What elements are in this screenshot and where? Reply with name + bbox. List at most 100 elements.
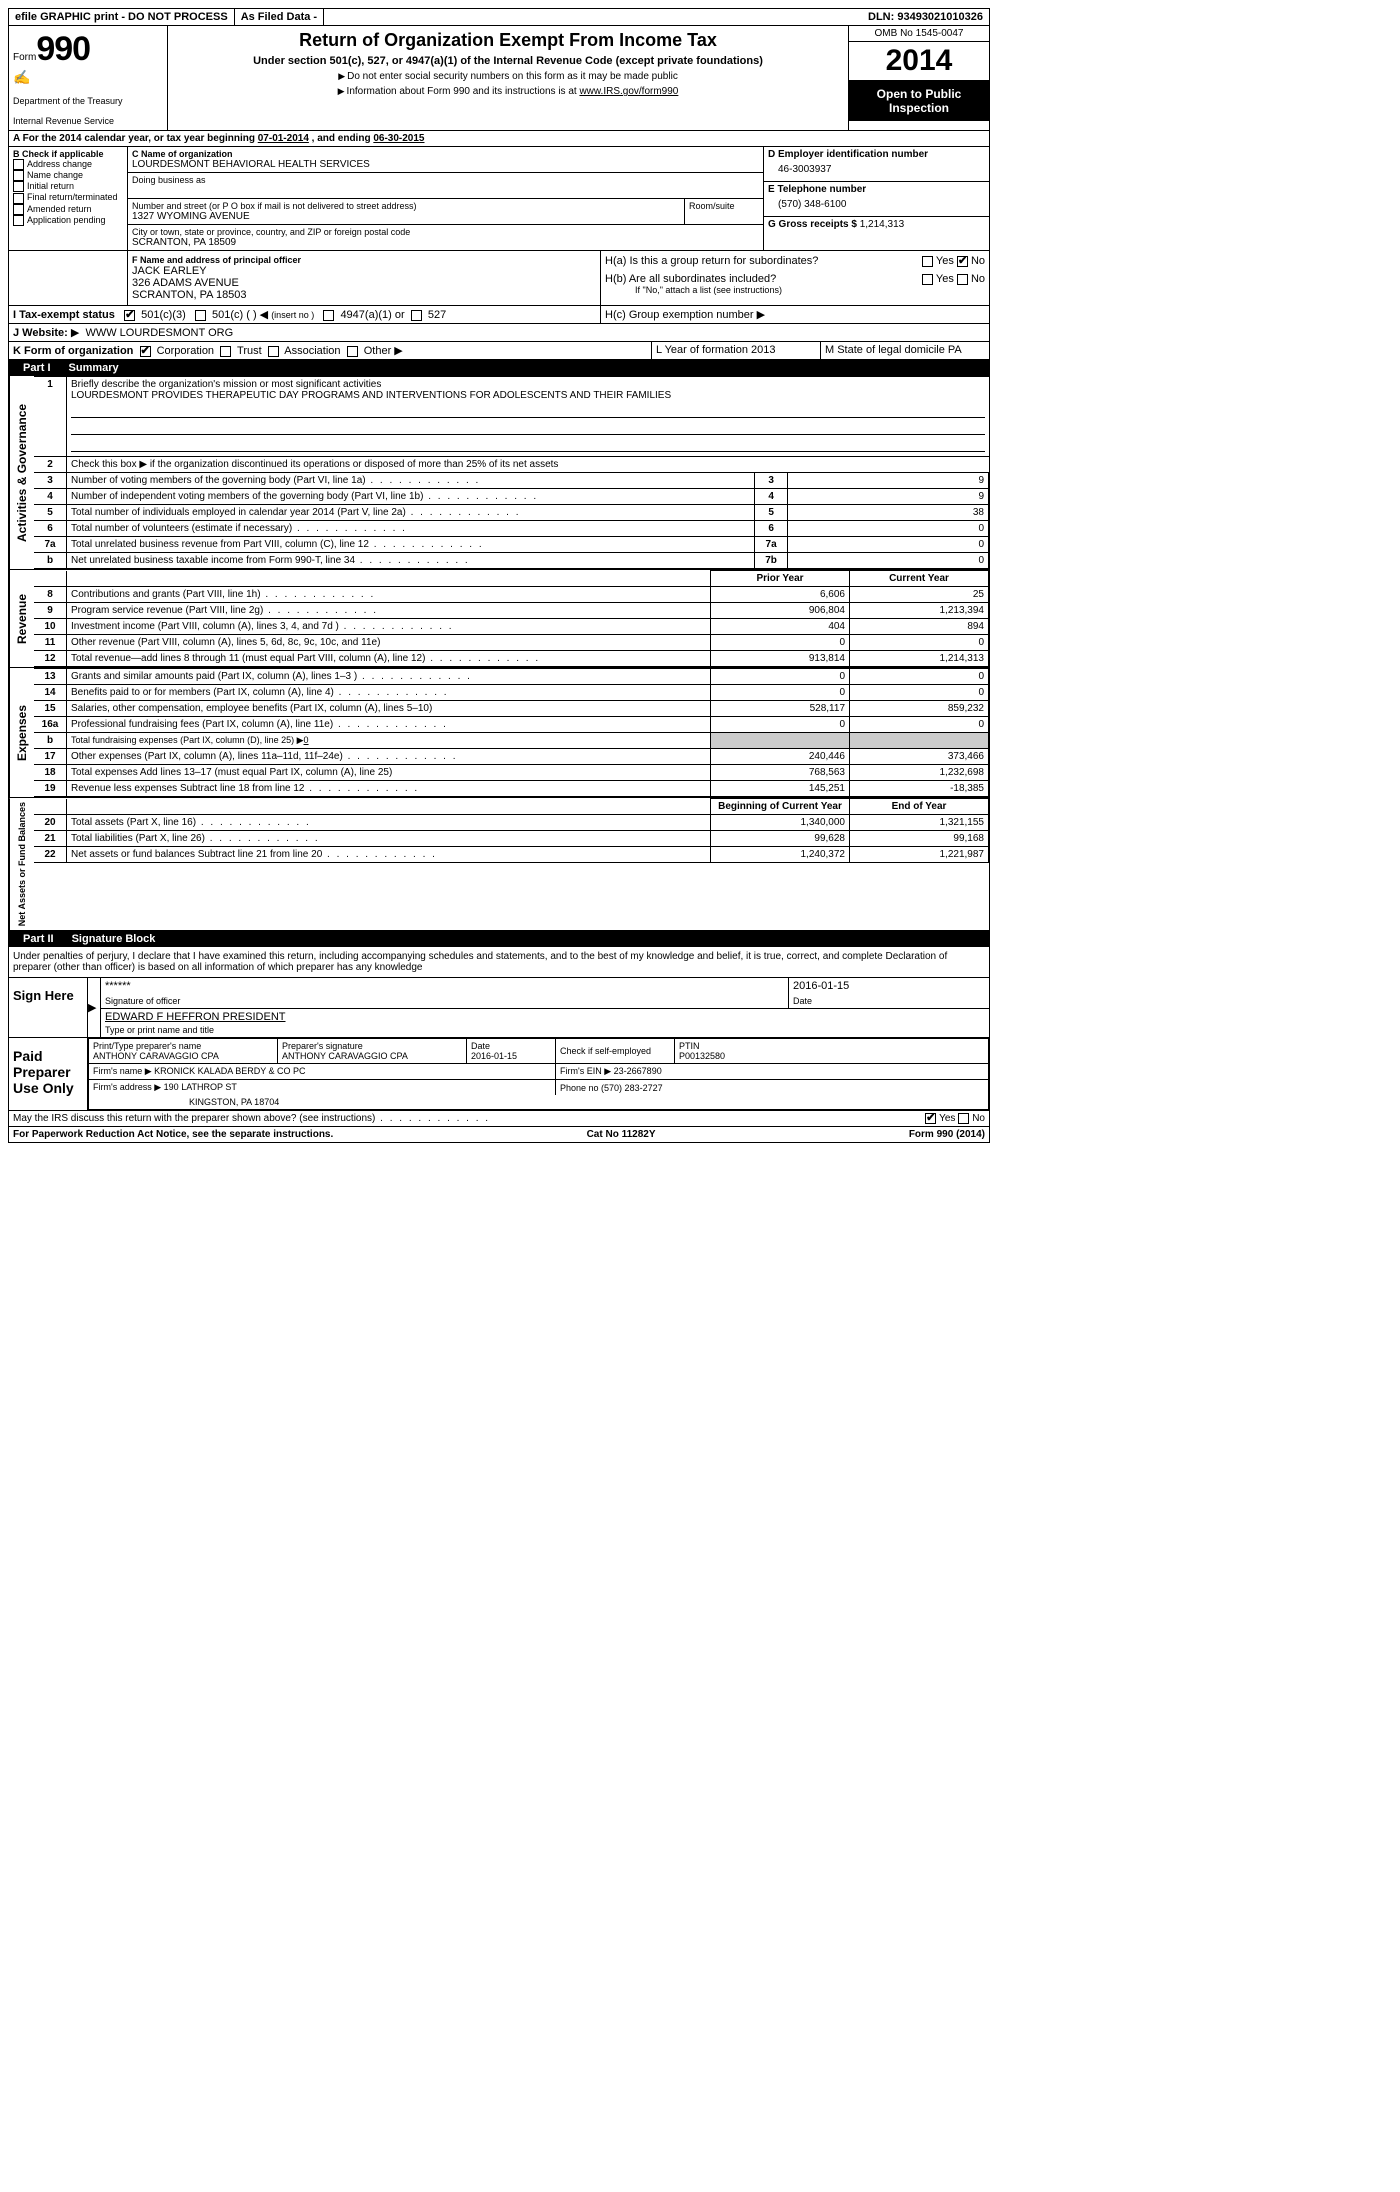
header-left: Form990 ✍ Department of the Treasury Int… (9, 26, 168, 130)
paid-preparer-label: Paid Preparer Use Only (9, 1038, 88, 1110)
row-j-label: J Website: (13, 327, 68, 339)
l12p: 913,814 (711, 651, 850, 667)
part-2-num: Part II (15, 933, 62, 945)
ein-value: 46-3003937 (768, 160, 985, 179)
no-label: No (972, 1113, 985, 1124)
summary-na: Beginning of Current YearEnd of Year 20T… (34, 798, 989, 863)
section-revenue: Revenue Prior YearCurrent Year 8Contribu… (9, 570, 989, 668)
check-label: Name change (27, 170, 83, 180)
dln-value: 93493021010326 (897, 11, 983, 23)
preparer-table: Print/Type preparer's nameANTHONY CARAVA… (88, 1038, 989, 1110)
check-trust[interactable] (220, 346, 231, 357)
check-501c3[interactable] (124, 310, 135, 321)
room-label: Room/suite (684, 199, 763, 224)
firm-addr-label: Firm's address ▶ (93, 1082, 161, 1092)
irs-link[interactable]: www.IRS.gov/form990 (579, 86, 678, 97)
org-name-label: C Name of organization (132, 149, 759, 159)
note-info-pre: Information about Form 990 and its instr… (347, 86, 580, 97)
phone-value: (570) 348-6100 (768, 195, 985, 214)
check-527[interactable] (411, 310, 422, 321)
tax-year: 2014 (849, 42, 989, 81)
prep-sig-label: Preparer's signature (282, 1041, 462, 1051)
perjury-statement: Under penalties of perjury, I declare th… (9, 947, 989, 978)
form-990-page: efile GRAPHIC print - DO NOT PROCESS As … (8, 8, 990, 1143)
bcd-row: B Check if applicable Address change Nam… (9, 147, 989, 251)
row-i: I Tax-exempt status 501(c)(3) 501(c) ( )… (9, 306, 989, 324)
dept-irs: Internal Revenue Service (13, 116, 163, 126)
l8p: 6,606 (711, 587, 850, 603)
addr-label: Number and street (or P O box if mail is… (132, 201, 680, 211)
l17p: 240,446 (711, 749, 850, 765)
ha-no-check[interactable] (957, 256, 968, 267)
footer-cat: Cat No 11282Y (587, 1129, 656, 1140)
check-label: Application pending (27, 215, 106, 225)
l15: Salaries, other compensation, employee b… (71, 703, 432, 714)
l20c: 1,321,155 (850, 815, 989, 831)
sign-here-block: Sign Here ▶ ****** Signature of officer … (9, 978, 989, 1038)
top-bar: efile GRAPHIC print - DO NOT PROCESS As … (9, 9, 989, 26)
l22c: 1,221,987 (850, 847, 989, 863)
check-address-change[interactable]: Address change (13, 159, 123, 170)
paid-preparer-block: Paid Preparer Use Only Print/Type prepar… (9, 1038, 989, 1111)
form-title: Return of Organization Exempt From Incom… (176, 30, 840, 51)
ha-yes-check[interactable] (922, 256, 933, 267)
tax-year-begin: 07-01-2014 (258, 133, 309, 144)
l10p: 404 (711, 619, 850, 635)
officer-print-name: EDWARD F HEFFRON PRESIDENT (105, 1011, 286, 1023)
footer: For Paperwork Reduction Act Notice, see … (9, 1127, 989, 1142)
section-activities-governance: Activities & Governance 1 Briefly descri… (9, 376, 989, 570)
l7b: Net unrelated business taxable income fr… (71, 555, 355, 566)
l6: Total number of volunteers (estimate if … (71, 523, 292, 534)
hb-no-check[interactable] (957, 274, 968, 285)
check-initial-return[interactable]: Initial return (13, 181, 123, 192)
l21: Total liabilities (Part X, line 26) (71, 833, 205, 844)
hb-yes-check[interactable] (922, 274, 933, 285)
prep-date: 2016-01-15 (471, 1051, 551, 1061)
l12c: 1,214,313 (850, 651, 989, 667)
irs-discuss-yes[interactable] (925, 1113, 936, 1124)
header: Form990 ✍ Department of the Treasury Int… (9, 26, 989, 131)
firm-ein: 23-2667890 (614, 1066, 662, 1076)
l21c: 99,168 (850, 831, 989, 847)
check-self-employed[interactable]: Check if self-employed (560, 1046, 651, 1056)
check-corp[interactable] (140, 346, 151, 357)
check-final-return[interactable]: Final return/terminated (13, 192, 123, 203)
check-name-change[interactable]: Name change (13, 170, 123, 181)
l8c: 25 (850, 587, 989, 603)
firm-name: KRONICK KALADA BERDY & CO PC (154, 1066, 305, 1076)
firm-addr: 190 LATHROP ST (164, 1082, 237, 1092)
ha-label: H(a) Is this a group return for subordin… (605, 255, 818, 267)
l5: Total number of individuals employed in … (71, 507, 406, 518)
row-k: K Form of organization Corporation Trust… (9, 342, 989, 360)
check-4947[interactable] (323, 310, 334, 321)
check-assoc[interactable] (268, 346, 279, 357)
l5v: 38 (788, 505, 989, 521)
gross-label: G Gross receipts $ (768, 219, 857, 230)
footer-pra: For Paperwork Reduction Act Notice, see … (13, 1129, 333, 1140)
l12: Total revenue—add lines 8 through 11 (mu… (71, 653, 425, 664)
check-amended[interactable]: Amended return (13, 204, 123, 215)
irs-discuss-no[interactable] (958, 1113, 969, 1124)
header-right: OMB No 1545-0047 2014 Open to Public Ins… (848, 26, 989, 130)
prep-name: ANTHONY CARAVAGGIO CPA (93, 1051, 273, 1061)
form-word: Form990 (13, 30, 163, 69)
check-label: Final return/terminated (27, 192, 118, 202)
l9p: 906,804 (711, 603, 850, 619)
firm-phone: (570) 283-2727 (601, 1083, 663, 1093)
l22p: 1,240,372 (711, 847, 850, 863)
city-label: City or town, state or province, country… (132, 227, 759, 237)
check-other[interactable] (347, 346, 358, 357)
l19p: 145,251 (711, 781, 850, 797)
col-b-checks: B Check if applicable Address change Nam… (9, 147, 128, 250)
l16ac: 0 (850, 717, 989, 733)
city-state-zip: SCRANTON, PA 18509 (132, 237, 759, 248)
check-app-pending[interactable]: Application pending (13, 215, 123, 226)
efile-notice: efile GRAPHIC print - DO NOT PROCESS (9, 9, 235, 25)
note-info: Information about Form 990 and its instr… (176, 86, 840, 97)
row-a-mid: , and ending (309, 133, 373, 144)
row-k-label: K Form of organization (13, 345, 133, 357)
hc-row: H(c) Group exemption number ▶ (600, 306, 989, 323)
check-501c[interactable] (195, 310, 206, 321)
l1-label: Briefly describe the organization's miss… (71, 379, 381, 390)
sig-stars: ****** (101, 978, 788, 994)
